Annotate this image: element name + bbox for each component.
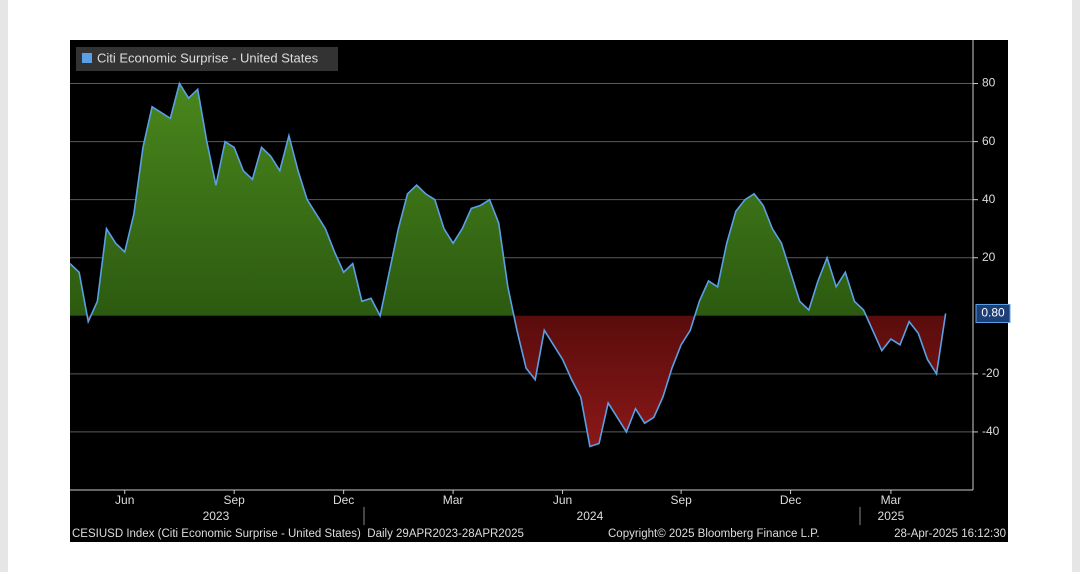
y-tick-label: -20: [982, 366, 1000, 380]
x-tick-label: Jun: [115, 493, 134, 507]
legend-swatch: [82, 53, 92, 63]
footer-source: CESIUSD Index (Citi Economic Surprise - …: [72, 528, 524, 540]
x-year-label: 2025: [878, 509, 905, 523]
y-tick-label: 40: [982, 192, 996, 206]
x-tick-label: Dec: [780, 493, 801, 507]
plot: [69, 81, 947, 448]
footer-timestamp: 28-Apr-2025 16:12:30: [894, 528, 1006, 540]
x-year-label: 2024: [577, 509, 604, 523]
line: [69, 81, 947, 448]
legend-box: [76, 47, 338, 71]
y-tick-label: 20: [982, 250, 996, 264]
area-positive: [70, 83, 946, 316]
y-tick-label: 60: [982, 134, 996, 148]
x-tick-label: Sep: [224, 493, 246, 507]
x-tick-label: Mar: [881, 493, 902, 507]
page-edge: [1072, 0, 1080, 572]
page-edge: [0, 0, 8, 572]
legend-label: Citi Economic Surprise - United States: [97, 50, 319, 65]
x-tick-label: Mar: [443, 493, 464, 507]
x-year-label: 2023: [203, 509, 230, 523]
y-tick-label: -40: [982, 424, 1000, 438]
footer-copyright: Copyright© 2025 Bloomberg Finance L.P.: [608, 528, 820, 540]
y-tick-label: 80: [982, 76, 996, 90]
axes: -40 -20 20 40 60 80 Jun Sep Dec Mar Jun Sep Dec Mar 20…: [70, 40, 1011, 523]
value-label: 0.80: [981, 306, 1005, 320]
x-tick-label: Jun: [553, 493, 572, 507]
value-label-box: [975, 303, 1011, 323]
x-tick-label: Dec: [333, 493, 354, 507]
x-tick-label: Sep: [670, 493, 692, 507]
